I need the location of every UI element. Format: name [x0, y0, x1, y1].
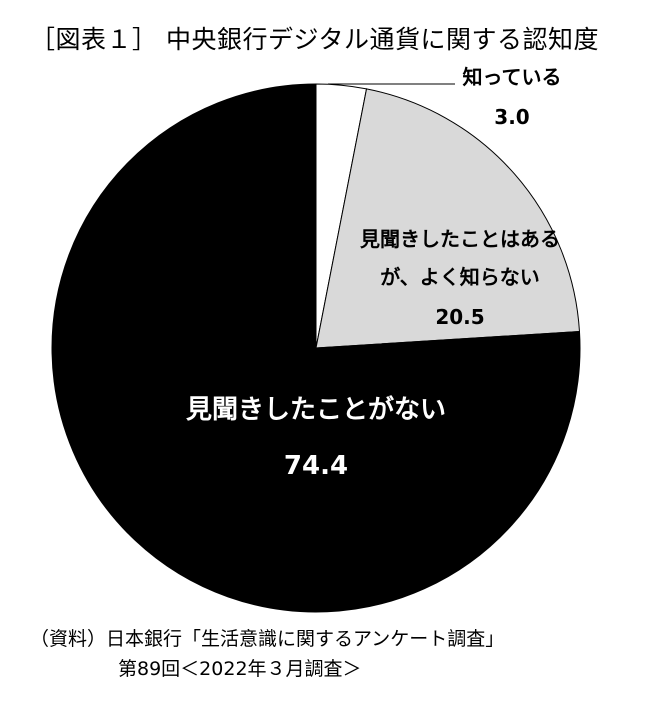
slice-label-know: 知っている: [463, 65, 562, 89]
slice-value-heard: 20.5: [435, 305, 484, 329]
slice-label-heard-line1: 見聞きしたことはある: [360, 227, 560, 251]
slice-value-never: 74.4: [284, 451, 348, 481]
slice-value-know: 3.0: [494, 105, 529, 129]
pie-slice-1: [315, 88, 581, 349]
source-note: （資料）日本銀行「生活意識に関するアンケート調査」 第89回＜2022年３月調査…: [30, 624, 504, 684]
chart-title: ［図表１］ 中央銀行デジタル通貨に関する認知度: [30, 25, 599, 54]
pie-slice-2: [51, 83, 581, 613]
pie-slices: [51, 83, 581, 613]
source-line-2: 第89回＜2022年３月調査＞: [118, 658, 362, 680]
slice-label-never: 見聞きしたことがない: [186, 394, 446, 425]
source-line-1: （資料）日本銀行「生活意識に関するアンケート調査」: [30, 628, 505, 650]
slice-label-heard-line2: が、よく知らない: [380, 265, 540, 289]
